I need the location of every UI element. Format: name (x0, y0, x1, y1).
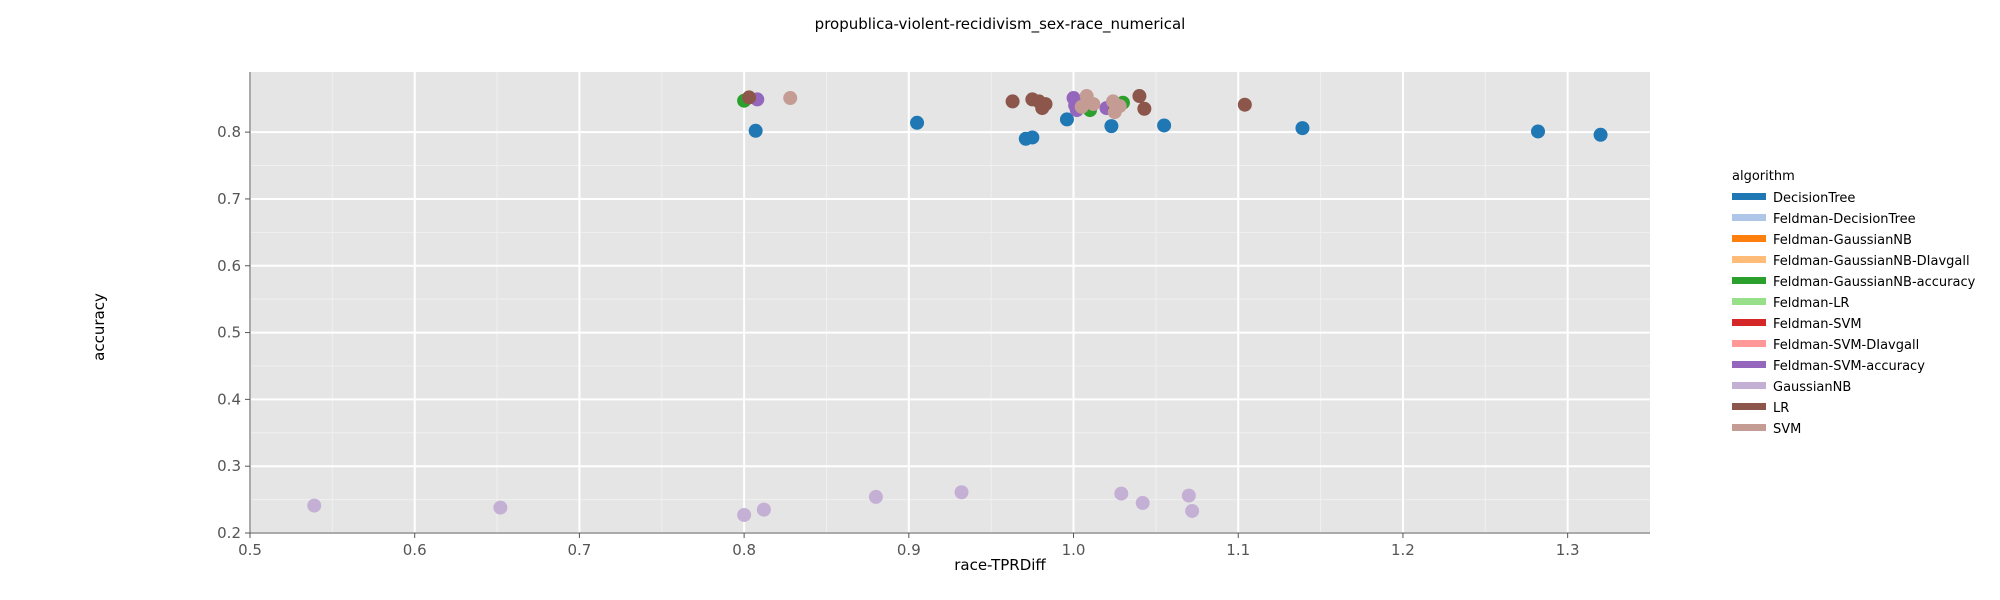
data-point (737, 507, 752, 522)
data-point (1593, 127, 1608, 142)
data-point (1005, 94, 1020, 109)
x-axis-label: race-TPRDiff (954, 556, 1046, 574)
data-point (1112, 99, 1127, 114)
data-point (1185, 503, 1200, 518)
y-tick-label: 0.6 (217, 257, 241, 275)
data-point (1086, 97, 1101, 112)
legend-swatch (1732, 277, 1766, 284)
data-point (1059, 112, 1074, 127)
legend-label: DecisionTree (1773, 191, 1855, 206)
legend-label: Feldman-SVM (1773, 317, 1862, 332)
x-tick-label: 1.2 (1391, 541, 1415, 559)
x-tick-label: 0.7 (567, 541, 591, 559)
legend: algorithm DecisionTree Feldman-DecisionTr… (1732, 169, 1976, 437)
legend-swatch (1732, 256, 1766, 263)
data-point (1531, 124, 1545, 139)
x-tick-label: 1.1 (1226, 541, 1250, 559)
data-point (756, 502, 771, 517)
grid-lines (249, 72, 1650, 534)
data-point (307, 498, 322, 513)
data-point (1104, 119, 1119, 134)
legend-label: Feldman-GaussianNB-DIavgall (1773, 254, 1970, 269)
y-axis-label: accuracy (90, 293, 108, 361)
y-tick-label: 0.4 (217, 390, 241, 408)
x-tick-label: 0.5 (238, 541, 262, 559)
x-tick-label: 1.0 (1062, 541, 1086, 559)
data-point (493, 500, 508, 515)
data-point (1295, 121, 1310, 136)
y-tick-label: 0.8 (217, 123, 241, 141)
legend-label: Feldman-DecisionTree (1773, 212, 1916, 227)
axes: 0.5 0.6 0.7 0.8 0.9 1.0 1.1 1.2 1.3 0.2 0.3 0.4 0.5 0… (217, 72, 1650, 559)
legend-label: Feldman-GaussianNB-accuracy (1773, 275, 1976, 290)
data-point (1114, 486, 1129, 501)
data-point (1157, 118, 1172, 133)
legend-swatch (1732, 424, 1766, 431)
x-tick-label: 0.9 (897, 541, 921, 559)
legend-swatch (1732, 298, 1766, 305)
y-tick-label: 0.7 (217, 190, 241, 208)
data-points (307, 89, 1608, 522)
data-point (1181, 488, 1196, 503)
legend-label: Feldman-SVM-accuracy (1773, 359, 1925, 374)
data-point (1025, 130, 1040, 145)
legend-swatch (1732, 214, 1766, 221)
legend-label: Feldman-GaussianNB (1773, 233, 1912, 248)
data-point (1038, 97, 1053, 112)
data-point (954, 485, 969, 500)
chart-title: propublica-violent-recidivism_sex-race_n… (815, 15, 1186, 34)
data-point (1074, 99, 1089, 114)
data-point (1132, 89, 1147, 104)
x-tick-label: 0.6 (403, 541, 427, 559)
legend-swatch (1732, 235, 1766, 242)
data-point (742, 90, 757, 105)
data-point (1137, 101, 1152, 116)
legend-swatch (1732, 340, 1766, 347)
legend-label: LR (1773, 401, 1789, 416)
legend-swatch (1732, 403, 1766, 410)
legend-label: GaussianNB (1773, 380, 1851, 395)
x-tick-label: 1.3 (1556, 541, 1580, 559)
legend-title: algorithm (1732, 169, 1795, 184)
data-point (910, 115, 925, 130)
data-point (748, 123, 763, 138)
plot-area (250, 72, 1650, 533)
legend-swatch (1732, 382, 1766, 389)
y-tick-label: 0.2 (217, 524, 241, 542)
legend-label: Feldman-LR (1773, 296, 1849, 311)
data-point (868, 489, 883, 504)
legend-swatch (1732, 361, 1766, 368)
y-tick-label: 0.5 (217, 324, 241, 342)
x-tick-label: 0.8 (732, 541, 756, 559)
y-tick-label: 0.3 (217, 457, 241, 475)
data-point (1135, 495, 1150, 510)
legend-swatch (1732, 193, 1766, 200)
data-point (783, 91, 798, 106)
data-point (1237, 97, 1252, 112)
legend-label: Feldman-SVM-DIavgall (1773, 338, 1919, 353)
legend-label: SVM (1773, 422, 1801, 437)
legend-swatch (1732, 319, 1766, 326)
